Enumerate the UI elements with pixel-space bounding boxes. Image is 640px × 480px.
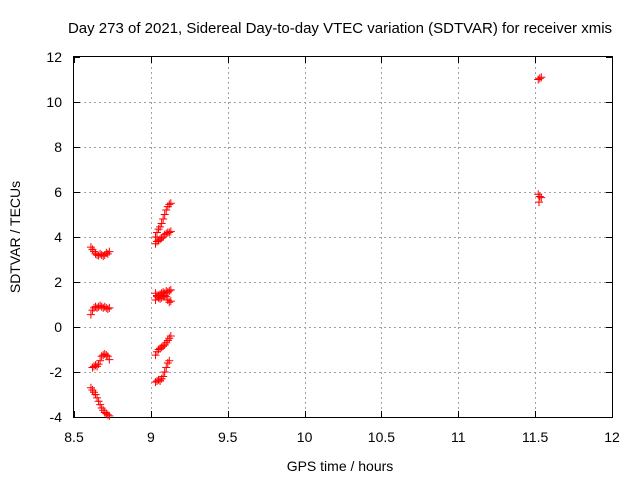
data-point — [162, 292, 171, 301]
x-tick-label: 9 — [147, 429, 155, 445]
series-track-d — [86, 383, 114, 420]
data-point — [165, 287, 174, 295]
x-tick-label: 9.5 — [218, 429, 238, 445]
data-point — [105, 355, 114, 364]
y-tick-label: -2 — [50, 364, 63, 380]
data-point — [105, 303, 114, 312]
x-tick-label: 10 — [297, 429, 313, 445]
y-axis-label: SDTVAR / TECUs — [7, 181, 23, 293]
data-point — [151, 351, 160, 360]
y-tick-label: 6 — [54, 184, 62, 200]
data-point — [165, 298, 174, 307]
data-point — [534, 198, 543, 207]
axis-ticks — [74, 57, 613, 418]
series-track-l — [534, 190, 546, 207]
data-point — [159, 372, 168, 381]
data-point — [160, 291, 169, 300]
data-point — [159, 215, 168, 223]
data-point — [94, 360, 103, 369]
data-point — [166, 199, 175, 208]
y-tick-label: 2 — [54, 274, 62, 290]
data-point — [163, 359, 172, 367]
plot-frame — [73, 56, 613, 418]
series-track-i — [151, 332, 175, 360]
data-point — [165, 356, 174, 365]
data-point — [153, 228, 162, 237]
grid-lines — [74, 57, 612, 417]
data-point — [157, 219, 166, 228]
series-track-e — [151, 199, 175, 241]
x-tick-label: 11.5 — [522, 429, 548, 445]
y-tick-label: 8 — [54, 139, 62, 155]
data-point — [91, 390, 100, 399]
data-point — [166, 297, 175, 306]
data-point — [535, 192, 544, 201]
data-point — [103, 410, 112, 419]
data-point — [165, 228, 174, 237]
data-point — [86, 310, 95, 319]
data-point — [160, 210, 169, 219]
x-tick-labels: 8.5 9 9.5 10 10.5 11 11.5 12 — [64, 429, 620, 445]
x-tick-label: 12 — [604, 429, 620, 445]
data-point — [102, 351, 111, 360]
y-tick-label: -4 — [50, 409, 63, 425]
data-point — [94, 397, 103, 406]
data-point — [166, 332, 175, 340]
series-track-a — [86, 243, 114, 261]
series-track-j — [151, 356, 174, 387]
chart-title: Day 273 of 2021, Sidereal Day-to-day VTE… — [68, 20, 612, 37]
data-points — [86, 73, 546, 420]
y-tick-label: 4 — [54, 229, 62, 245]
data-point — [166, 227, 175, 236]
data-point — [105, 411, 114, 420]
data-point — [93, 393, 102, 402]
x-tick-label: 8.5 — [64, 429, 84, 445]
data-point — [103, 352, 112, 361]
series-track-b — [86, 301, 114, 319]
data-point — [166, 285, 175, 294]
data-point — [160, 368, 169, 376]
series-track-c — [88, 350, 114, 372]
x-tick-label: 11 — [451, 429, 466, 445]
y-tick-labels: -4 -2 0 2 4 6 8 10 12 — [46, 49, 62, 425]
data-point — [105, 247, 114, 256]
series-track-f — [151, 227, 175, 248]
y-tick-label: 10 — [46, 94, 62, 110]
y-tick-label: 0 — [54, 319, 62, 335]
data-point — [162, 206, 171, 214]
data-point — [96, 356, 105, 365]
series-track-k — [534, 73, 546, 84]
x-tick-label: 10.5 — [368, 429, 395, 445]
data-point — [156, 222, 165, 231]
x-axis-label: GPS time / hours — [287, 458, 394, 474]
data-point — [535, 74, 544, 83]
data-point — [165, 200, 174, 209]
data-point — [537, 193, 546, 202]
data-point — [103, 305, 112, 313]
data-point — [162, 363, 171, 372]
series-track-h — [151, 289, 175, 307]
y-tick-label: 12 — [46, 49, 62, 65]
data-point — [96, 400, 105, 409]
data-point — [537, 73, 546, 82]
